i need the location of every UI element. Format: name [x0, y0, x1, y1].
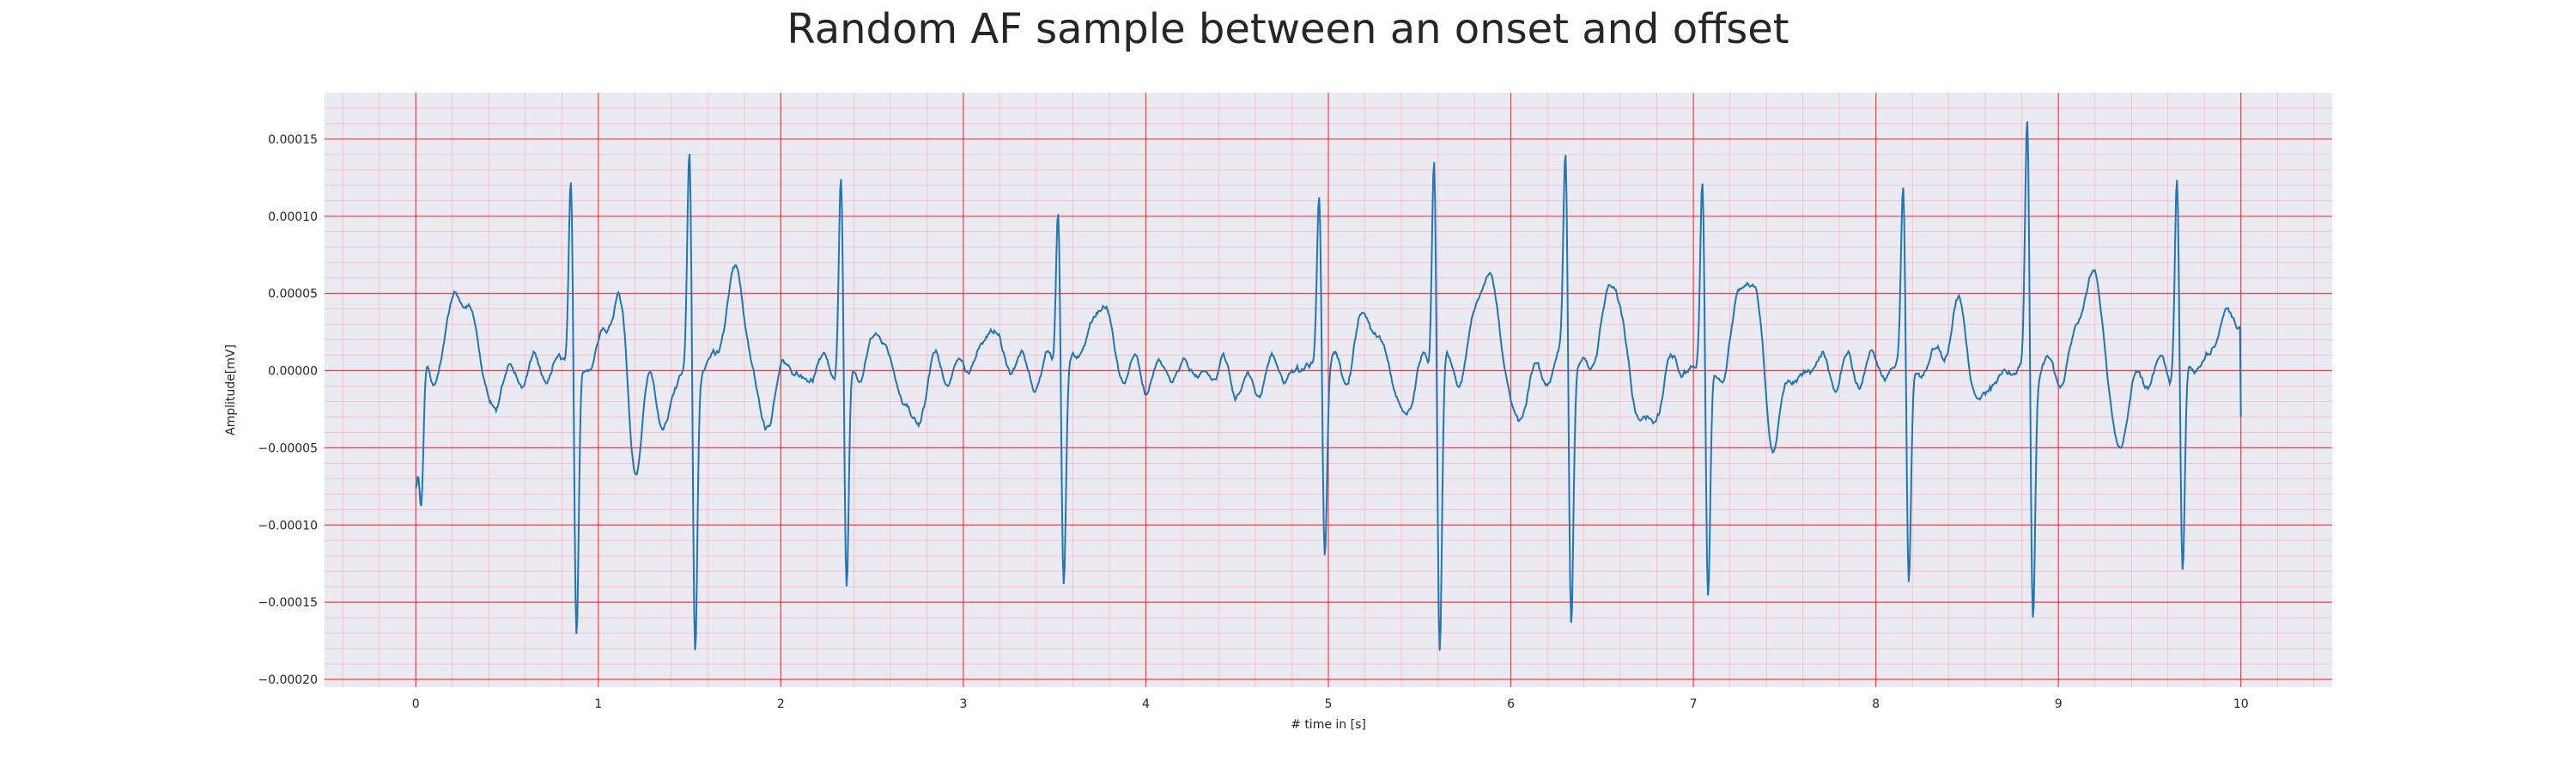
series-line-ecg: [415, 121, 2242, 651]
y-axis-label: Amplitude[mV]: [224, 344, 238, 435]
x-tick-label: 3: [959, 697, 967, 711]
x-tick-label: 9: [2055, 697, 2063, 711]
y-tick-label: −0.00010: [258, 519, 318, 533]
y-tick-label: 0.00015: [268, 133, 318, 147]
x-tick-label: 2: [777, 697, 785, 711]
x-tick-label: 7: [1690, 697, 1698, 711]
y-tick-label: 0.00010: [268, 210, 318, 224]
y-tick-label: 0.00005: [268, 288, 318, 301]
x-tick-label: 4: [1142, 697, 1150, 711]
x-axis-ticks: 0 1 2 3 4 5 6 7 8 9 10: [412, 697, 2249, 711]
x-tick-label: 10: [2233, 697, 2249, 711]
x-tick-label: 6: [1507, 697, 1515, 711]
y-tick-label: 0.00000: [268, 365, 318, 379]
x-tick-label: 8: [1872, 697, 1880, 711]
x-tick-label: 0: [412, 697, 420, 711]
chart-title: Random AF sample between an onset and of…: [787, 5, 1789, 53]
y-tick-label: −0.00005: [258, 441, 318, 455]
x-tick-label: 1: [594, 697, 602, 711]
y-axis-ticks: −0.00020 −0.00015 −0.00010 −0.00005 0.00000 0…: [258, 133, 318, 687]
y-tick-label: −0.00020: [258, 673, 318, 687]
x-axis-label: # time in [s]: [1291, 718, 1366, 732]
x-tick-label: 5: [1325, 697, 1333, 711]
y-tick-label: −0.00015: [258, 596, 318, 610]
